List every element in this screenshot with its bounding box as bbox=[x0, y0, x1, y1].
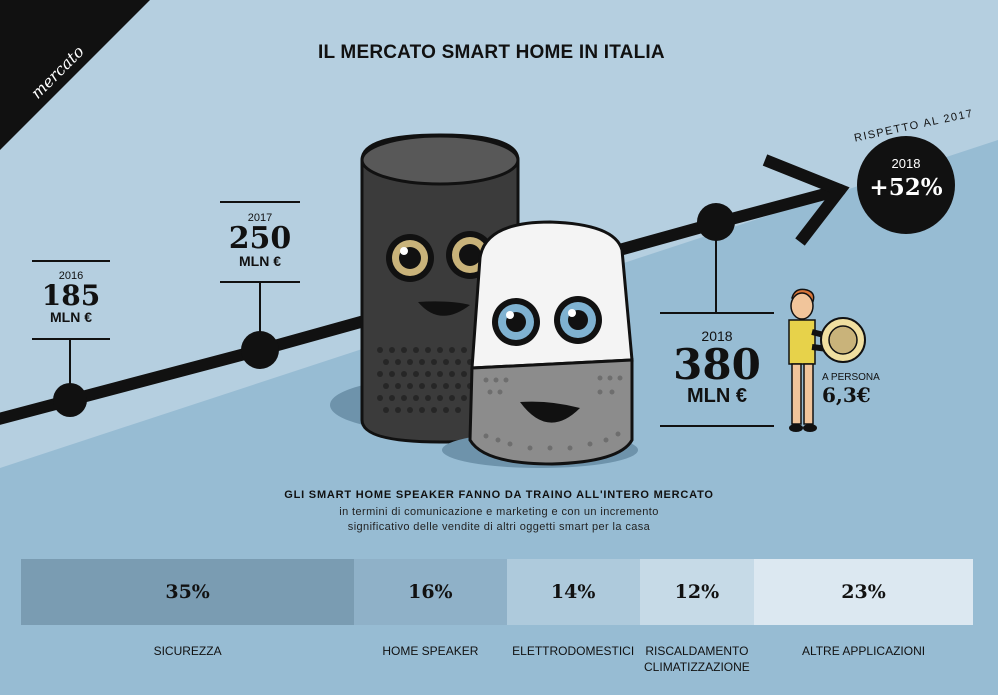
bar-segment-1: 35% bbox=[21, 559, 355, 625]
category-label-1: SICUREZZA bbox=[153, 644, 222, 658]
growth-year: 2018 bbox=[891, 156, 921, 171]
page-title: IL MERCATO SMART HOME IN ITALIA bbox=[318, 42, 665, 63]
category-label-3: ELETTRODOMESTICI bbox=[512, 644, 635, 658]
bar-segment-2: 16% bbox=[354, 559, 507, 625]
rule-top-2016 bbox=[32, 260, 110, 262]
per-person-spend: A PERSONA 6,3€ bbox=[822, 372, 880, 407]
unit-2016: MLN € bbox=[50, 309, 92, 325]
value-2018: 380 bbox=[673, 340, 761, 389]
rule-bottom-2016 bbox=[32, 338, 110, 340]
market-share-bar: 35% 16% 14% 12% 23% bbox=[21, 559, 973, 625]
per-person-value: 6,3€ bbox=[822, 383, 871, 407]
unit-2018: MLN € bbox=[687, 385, 747, 407]
google-home-speaker-icon bbox=[442, 220, 638, 468]
timeline-node-2018 bbox=[697, 203, 735, 241]
growth-value: +52% bbox=[869, 174, 943, 201]
corner-tab bbox=[0, 0, 150, 150]
subtext-line-1: in termini di comunicazione e marketing … bbox=[339, 506, 659, 518]
rule-top-2018 bbox=[660, 312, 774, 314]
unit-2017: MLN € bbox=[239, 253, 281, 269]
timeline-node-2016 bbox=[53, 383, 87, 417]
timeline-node-2017 bbox=[241, 331, 279, 369]
rule-bottom-2017 bbox=[220, 281, 300, 283]
person-holding-coin-icon bbox=[788, 288, 866, 432]
headline: GLI SMART HOME SPEAKER FANNO DA TRAINO A… bbox=[284, 489, 714, 501]
growth-badge: 2018 +52% bbox=[857, 136, 955, 234]
timeline-label-2017: 2017 250 MLN € bbox=[220, 212, 300, 268]
year-2017: 2017 bbox=[247, 212, 273, 224]
category-label-2: HOME SPEAKER bbox=[382, 644, 479, 658]
per-person-label: A PERSONA bbox=[822, 372, 880, 383]
rule-bottom-2018 bbox=[660, 425, 774, 427]
timeline-label-2018: 2018 380 MLN € bbox=[660, 328, 774, 406]
category-label-4: RISCALDAMENTO CLIMATIZZAZIONE bbox=[644, 644, 750, 675]
timeline-label-2016: 2016 185 MLN € bbox=[32, 270, 110, 324]
bar-segment-4: 12% bbox=[639, 559, 755, 625]
bar-segment-3: 14% bbox=[506, 559, 640, 625]
subtext-line-2: significativo delle vendite di altri ogg… bbox=[347, 521, 651, 533]
bar-segment-5: 23% bbox=[754, 559, 973, 625]
year-2018: 2018 bbox=[701, 328, 733, 344]
year-2016: 2016 bbox=[58, 270, 84, 282]
rule-top-2017 bbox=[220, 201, 300, 203]
value-2017: 250 bbox=[228, 221, 292, 256]
category-label-5: ALTRE APPLICAZIONI bbox=[801, 644, 926, 658]
value-2016: 185 bbox=[41, 279, 101, 312]
